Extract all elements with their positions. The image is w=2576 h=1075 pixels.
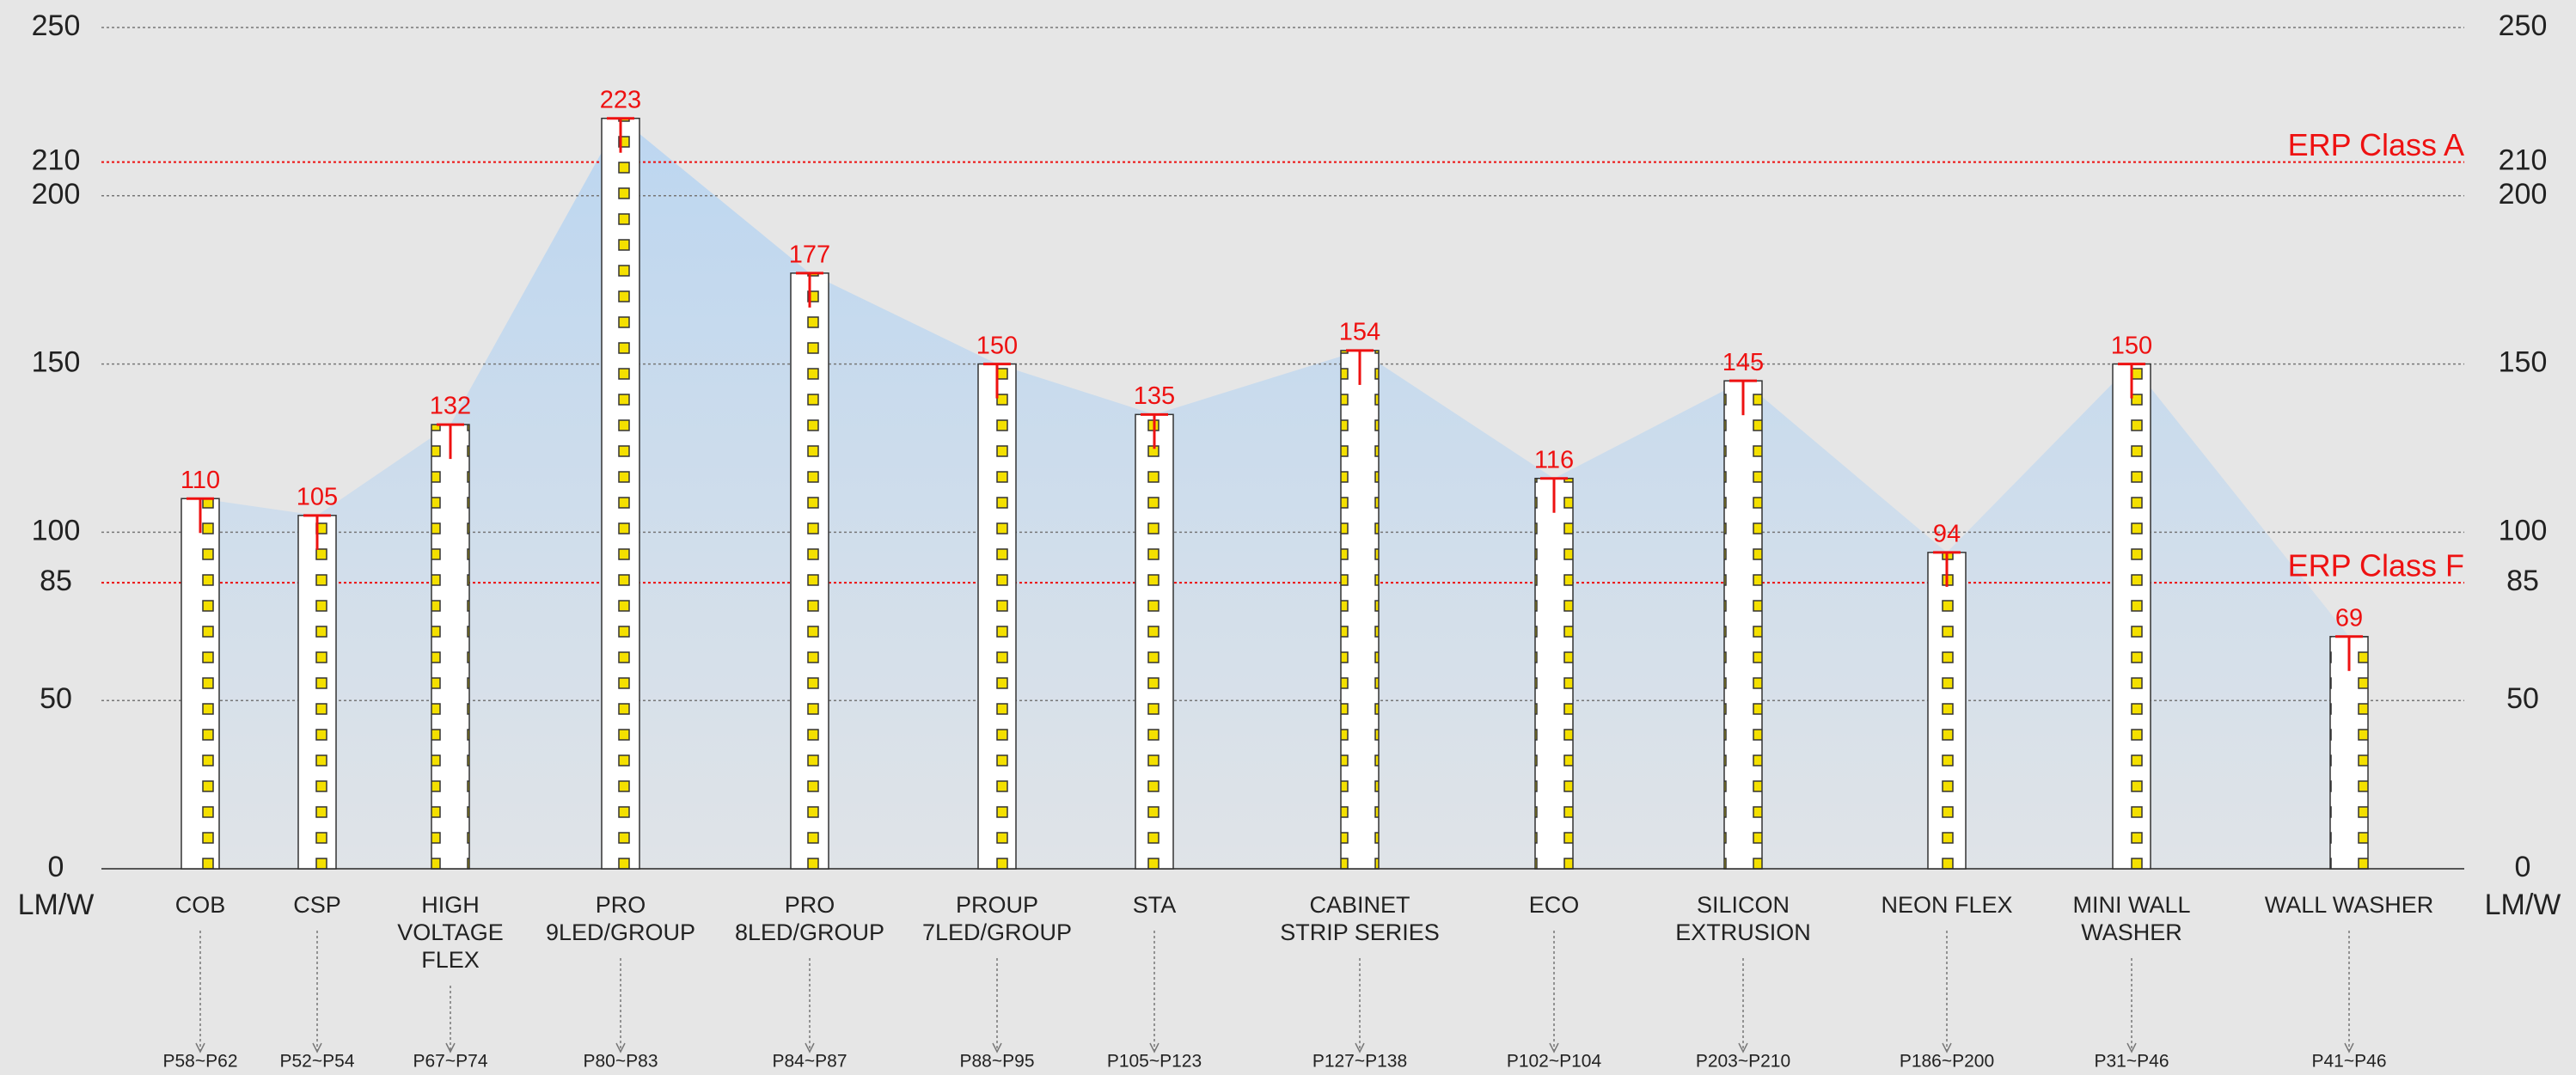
ref-arrowhead — [2344, 1042, 2354, 1054]
y-tick-label-right: 250 — [2499, 9, 2548, 42]
ref-arrowhead — [1355, 1042, 1365, 1054]
value-label: 150 — [2111, 332, 2152, 359]
value-label: 105 — [297, 483, 338, 510]
ref-arrowhead — [445, 1042, 456, 1054]
ref-arrowhead — [1549, 1042, 1559, 1054]
y-tick-label: 85 — [40, 565, 72, 597]
x-tick-label: PRO 9LED/GROUP — [546, 892, 695, 945]
ref-arrowhead — [992, 1042, 1002, 1054]
page-ref: P52~P54 — [280, 1052, 355, 1072]
value-label: 150 — [976, 332, 1018, 359]
value-label: 110 — [181, 467, 220, 494]
x-tick-label: PRO 8LED/GROUP — [735, 892, 884, 945]
bar — [1534, 477, 1574, 870]
value-label: 154 — [1339, 319, 1380, 346]
y-tick-label: 200 — [32, 178, 81, 211]
value-label: 116 — [1534, 446, 1574, 473]
page-ref: P58~P62 — [163, 1052, 238, 1072]
y-tick-label-right: 200 — [2499, 178, 2548, 211]
ref-arrowhead — [1149, 1042, 1160, 1054]
bar — [790, 272, 829, 870]
bar — [297, 515, 337, 870]
ref-arrowhead — [615, 1042, 626, 1054]
ref-arrowhead — [2126, 1042, 2137, 1054]
value-label: 135 — [1134, 382, 1175, 410]
bar — [2112, 363, 2151, 870]
x-tick-label: PROUP 7LED/GROUP — [922, 892, 1072, 945]
x-tick-label: HIGH VOLTAGE FLEX — [397, 892, 504, 973]
bar — [1135, 413, 1174, 870]
ref-arrowhead — [312, 1042, 322, 1054]
value-label: 223 — [600, 86, 641, 113]
value-label: 177 — [789, 241, 830, 269]
page-ref: P67~P74 — [413, 1052, 488, 1072]
page-ref: P41~P46 — [2312, 1052, 2387, 1072]
bar — [1927, 552, 1967, 870]
bar — [977, 363, 1017, 870]
y-tick-label: 0 — [48, 851, 64, 883]
y-axis-label: LM/W — [18, 889, 95, 921]
y-tick-label: 50 — [40, 682, 72, 715]
x-tick-label: WALL WASHER — [2265, 892, 2434, 918]
bar — [601, 117, 640, 870]
page-ref: P102~P104 — [1507, 1052, 1602, 1072]
x-tick-label: ECO — [1529, 892, 1580, 918]
page-ref: P88~P95 — [960, 1052, 1035, 1072]
value-label: 132 — [430, 393, 471, 420]
y-tick-label-right: 85 — [2506, 565, 2539, 597]
y-tick-label-right: 50 — [2506, 682, 2539, 715]
y-tick-label-right: 210 — [2499, 144, 2548, 177]
value-label: 69 — [2335, 604, 2363, 632]
y-tick-label-right: 0 — [2515, 851, 2531, 883]
page-ref: P80~P83 — [584, 1052, 658, 1072]
ref-arrowhead — [1738, 1042, 1748, 1054]
ref-arrowhead — [195, 1042, 205, 1054]
bar — [431, 424, 470, 870]
bar — [1723, 380, 1763, 870]
y-tick-label: 150 — [32, 346, 81, 379]
x-tick-label: CSP — [293, 892, 341, 918]
x-tick-label: STA — [1133, 892, 1177, 918]
page-ref: P203~P210 — [1696, 1052, 1790, 1072]
x-tick-label: SILICON EXTRUSION — [1675, 892, 1811, 945]
area — [200, 118, 2349, 869]
x-tick-label: CABINET STRIP SERIES — [1280, 892, 1440, 945]
page-ref: P127~P138 — [1312, 1052, 1407, 1072]
value-label: 145 — [1722, 349, 1764, 376]
reference-label: ERP Class A — [2288, 127, 2464, 162]
bar — [2329, 636, 2369, 870]
bar — [181, 498, 220, 870]
reference-label: ERP Class F — [2288, 548, 2464, 583]
bar — [1340, 350, 1380, 870]
y-tick-label: 250 — [32, 9, 81, 42]
value-label: 94 — [1933, 521, 1961, 548]
page-ref: P31~P46 — [2095, 1052, 2169, 1072]
y-tick-label-right: 150 — [2499, 346, 2548, 379]
y-tick-label-right: 100 — [2499, 514, 2548, 547]
y-tick-label: 100 — [32, 514, 81, 547]
page-ref: P84~P87 — [773, 1052, 847, 1072]
y-tick-label: 210 — [32, 144, 81, 177]
ref-arrowhead — [1942, 1042, 1952, 1054]
ref-arrowhead — [805, 1042, 815, 1054]
x-tick-label: NEON FLEX — [1881, 892, 2012, 918]
y-axis-label-right: LM/W — [2485, 889, 2561, 921]
page-ref: P186~P200 — [1900, 1052, 1994, 1072]
x-tick-label: COB — [175, 892, 226, 918]
x-tick-label: MINI WALL WASHER — [2072, 892, 2190, 945]
page-ref: P105~P123 — [1107, 1052, 1202, 1072]
